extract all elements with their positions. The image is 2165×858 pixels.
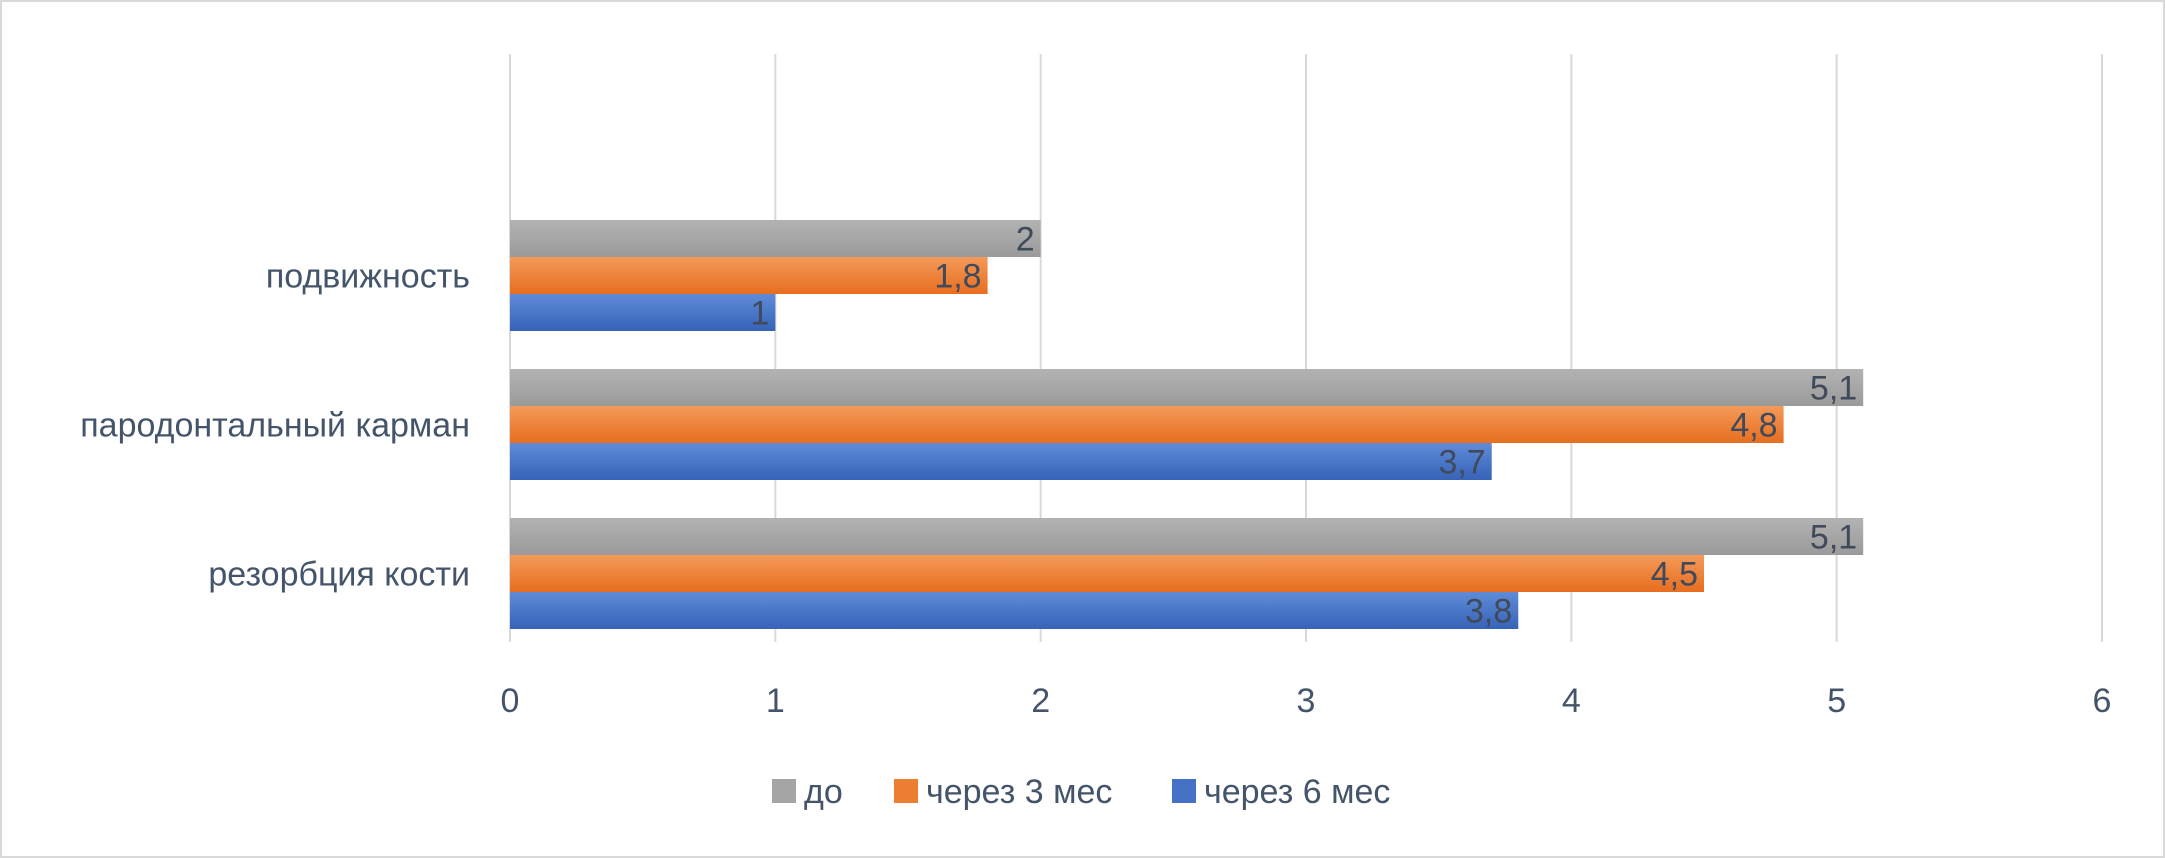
bar-до-1: [510, 369, 1864, 406]
bar-через-6-мес-0: [510, 294, 776, 331]
category-labels: подвижность пародонтальный карман резорбци…: [80, 258, 470, 594]
legend-label: через 3 мес: [926, 773, 1112, 811]
legend-swatch-2: [1172, 779, 1196, 803]
category-label: резорбция кости: [208, 556, 470, 594]
x-tick-label: 2: [1031, 682, 1050, 720]
data-label: 4,8: [1730, 407, 1777, 445]
data-label: 1: [750, 295, 769, 333]
data-label: 1,8: [934, 258, 981, 296]
data-label: 3,8: [1465, 593, 1512, 631]
bar-до-0: [510, 220, 1041, 257]
bar-через-3-мес-1: [510, 406, 1784, 443]
category-label: подвижность: [266, 258, 470, 296]
bar-через-3-мес-2: [510, 555, 1704, 592]
x-tick-label: 0: [501, 682, 520, 720]
x-tick-label: 3: [1297, 682, 1316, 720]
category-label: пародонтальный карман: [80, 407, 470, 445]
x-axis-ticks: 0 1 2 3 4 5 6: [501, 682, 2112, 720]
bar-до-2: [510, 518, 1864, 555]
bar-через-6-мес-2: [510, 592, 1519, 629]
data-label: 4,5: [1651, 556, 1698, 594]
data-labels: 2 1,8 1 5,1 4,8 3,7 5,1 4,5 3,8: [750, 221, 1857, 631]
legend-label: до: [804, 773, 843, 811]
x-tick-label: 5: [1827, 682, 1846, 720]
data-label: 2: [1016, 221, 1035, 259]
bars: [510, 220, 1864, 629]
legend-swatch-1: [894, 779, 918, 803]
data-label: 5,1: [1810, 519, 1857, 557]
data-label: 3,7: [1438, 444, 1485, 482]
data-label: 5,1: [1810, 370, 1857, 408]
gridlines: [509, 54, 2103, 642]
bar-через-6-мес-1: [510, 443, 1492, 480]
x-tick-label: 1: [766, 682, 785, 720]
legend-label: через 6 мес: [1204, 773, 1390, 811]
x-tick-label: 4: [1562, 682, 1581, 720]
legend-swatch-0: [772, 779, 796, 803]
x-tick-label: 6: [2093, 682, 2112, 720]
legend: до через 3 мес через 6 мес: [772, 773, 1390, 811]
bar-через-3-мес-0: [510, 257, 988, 294]
